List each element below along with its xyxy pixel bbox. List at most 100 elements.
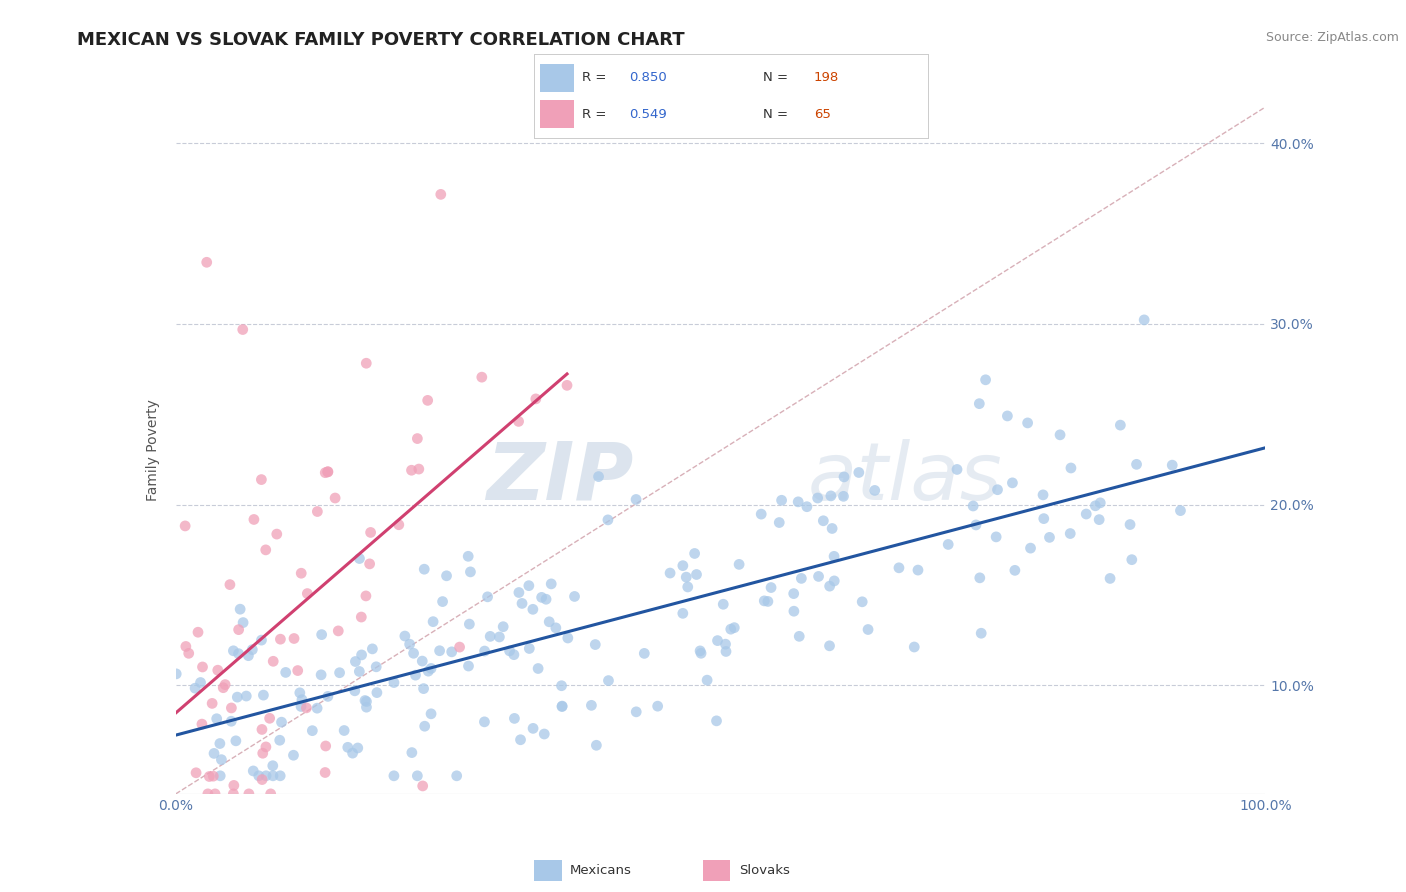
Text: Slovaks: Slovaks — [738, 864, 790, 877]
Text: 0.850: 0.850 — [628, 71, 666, 84]
Mexicans — [787, 495, 810, 509]
Slovaks — [287, 664, 309, 678]
Slovaks — [412, 779, 434, 793]
Mexicans — [509, 732, 531, 747]
Mexicans — [1049, 427, 1071, 442]
Mexicans — [720, 622, 742, 636]
Slovaks — [232, 322, 254, 336]
Mexicans — [316, 690, 339, 704]
Mexicans — [770, 493, 793, 508]
Mexicans — [343, 683, 366, 698]
Slovaks — [197, 787, 219, 801]
Mexicans — [706, 714, 728, 728]
Mexicans — [690, 646, 713, 660]
Bar — [703, 861, 731, 881]
Slovaks — [195, 255, 218, 269]
Bar — [540, 100, 574, 128]
Mexicans — [405, 668, 427, 682]
Mexicans — [527, 661, 550, 675]
Slovaks — [269, 632, 291, 647]
Mexicans — [228, 647, 250, 661]
Mexicans — [672, 558, 695, 573]
Mexicans — [336, 740, 359, 755]
Mexicans — [818, 579, 841, 593]
Text: Mexicans: Mexicans — [571, 864, 633, 877]
Mexicans — [498, 644, 520, 658]
Mexicans — [534, 592, 557, 607]
Mexicans — [290, 699, 312, 714]
Mexicans — [274, 665, 297, 680]
Text: 65: 65 — [814, 108, 831, 120]
Mexicans — [460, 565, 482, 579]
Mexicans — [422, 615, 444, 629]
Mexicans — [283, 748, 305, 763]
Mexicans — [301, 723, 323, 738]
Slovaks — [316, 465, 339, 479]
Mexicans — [659, 566, 682, 580]
Text: MEXICAN VS SLOVAK FAMILY POVERTY CORRELATION CHART: MEXICAN VS SLOVAK FAMILY POVERTY CORRELA… — [77, 31, 685, 49]
Mexicans — [349, 551, 371, 566]
Mexicans — [1001, 475, 1024, 490]
Mexicans — [242, 764, 264, 778]
Y-axis label: Family Poverty: Family Poverty — [146, 400, 160, 501]
Mexicans — [222, 644, 245, 658]
Mexicans — [783, 604, 806, 618]
Mexicans — [1090, 496, 1112, 510]
Text: 198: 198 — [814, 71, 839, 84]
Mexicans — [219, 714, 242, 729]
Mexicans — [208, 737, 231, 751]
Mexicans — [962, 499, 984, 513]
Mexicans — [446, 769, 468, 783]
Mexicans — [436, 569, 458, 583]
Mexicans — [1019, 541, 1042, 555]
Mexicans — [683, 546, 706, 560]
Slovaks — [266, 527, 288, 541]
Text: N =: N = — [762, 108, 792, 120]
Mexicans — [588, 469, 610, 483]
Slovaks — [222, 779, 245, 793]
Mexicans — [551, 699, 574, 714]
Slovaks — [430, 187, 453, 202]
Mexicans — [783, 586, 806, 600]
Slovaks — [262, 654, 284, 668]
Mexicans — [1121, 552, 1143, 566]
Mexicans — [714, 644, 737, 658]
Mexicans — [420, 661, 443, 675]
Mexicans — [225, 734, 247, 748]
Slovaks — [354, 589, 377, 603]
Mexicans — [503, 711, 526, 725]
Mexicans — [1133, 313, 1156, 327]
Mexicans — [402, 646, 425, 660]
Mexicans — [361, 641, 384, 656]
Mexicans — [676, 580, 699, 594]
Mexicans — [457, 549, 479, 564]
Mexicans — [728, 558, 751, 572]
Mexicans — [723, 621, 745, 635]
Mexicans — [689, 644, 711, 658]
Slovaks — [201, 697, 224, 711]
Slovaks — [260, 787, 283, 801]
Slovaks — [184, 765, 207, 780]
Slovaks — [290, 566, 312, 581]
Slovaks — [238, 787, 260, 801]
Mexicans — [307, 701, 329, 715]
Mexicans — [398, 637, 420, 651]
Mexicans — [510, 596, 533, 610]
Slovaks — [198, 770, 221, 784]
Slovaks — [360, 525, 382, 540]
Slovaks — [307, 504, 329, 518]
Mexicans — [346, 741, 368, 756]
Mexicans — [492, 620, 515, 634]
Slovaks — [449, 640, 471, 654]
Slovaks — [191, 717, 214, 731]
Mexicans — [540, 577, 562, 591]
Mexicans — [349, 665, 371, 679]
Slovaks — [207, 663, 229, 677]
Slovaks — [316, 465, 339, 479]
Mexicans — [413, 719, 436, 733]
Mexicans — [270, 715, 292, 730]
Slovaks — [295, 701, 318, 715]
Mexicans — [522, 602, 544, 616]
Mexicans — [823, 549, 845, 564]
Mexicans — [557, 631, 579, 645]
